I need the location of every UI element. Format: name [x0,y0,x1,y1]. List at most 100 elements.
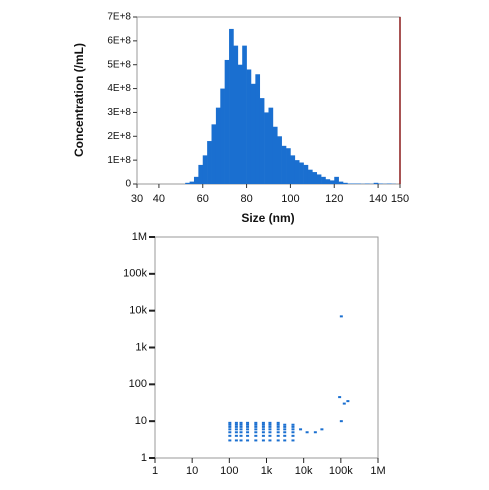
point [268,439,272,442]
y-tick-label: 5E+8 [107,59,131,70]
bar [299,162,304,184]
point [276,421,280,424]
x-tick-label: 1k [261,465,273,477]
bar [290,155,296,184]
point [276,423,280,426]
point [246,423,250,426]
point [246,431,250,434]
point [320,428,324,431]
y-tick-label: 1k [135,341,147,353]
bar [198,164,204,184]
point [228,428,232,431]
bar [185,182,190,184]
y-tick-label: 3E+8 [107,107,131,118]
point [246,428,250,431]
bar [259,98,265,184]
point [261,423,265,426]
x-tick-label: 100k [329,465,353,477]
x-tick-label: 1 [152,465,158,477]
x-tick-label: 40 [153,193,165,205]
bar [242,45,247,184]
point [305,431,309,434]
x-tick-label: 80 [240,193,252,205]
x-tick-label: 10 [186,465,198,477]
point [234,439,238,442]
point [268,421,272,424]
point [283,439,287,442]
point [234,428,238,431]
x-tick-label: 1M [370,465,385,477]
point [339,315,343,318]
point [239,434,243,437]
point [246,421,250,424]
point [261,439,265,442]
x-tick-label: 140 [369,193,387,205]
bar [312,172,318,184]
bar [343,182,348,184]
point [268,425,272,428]
y-tick-label: 100k [123,268,147,280]
bar [325,179,331,184]
point [254,423,258,426]
point [268,431,272,434]
bar [220,88,225,184]
point [228,439,232,442]
point [268,434,272,437]
point [268,428,272,431]
point [246,434,250,437]
point [291,431,295,434]
bar [316,174,322,184]
point [291,439,295,442]
point [346,400,350,403]
bar [189,181,195,184]
y-axis-label: Concentration (/mL) [72,43,86,157]
y-tick-label: 10k [129,305,147,317]
x-axis-label: Size (nm) [241,211,294,225]
point [261,421,265,424]
bar [215,107,221,184]
bar [338,181,344,184]
point [246,439,250,442]
bar [329,180,335,184]
point [291,434,295,437]
y-tick-label: 2E+8 [107,131,131,142]
point [283,425,287,428]
bar [255,74,261,184]
point [254,428,258,431]
bar [281,145,287,184]
x-tick-label: 10k [295,465,313,477]
point [254,421,258,424]
point [254,431,258,434]
y-tick-label: 1M [132,231,147,243]
bar [272,126,278,184]
y-tick-label: 100 [129,378,147,390]
point [228,421,232,424]
x-tick-label: 100 [281,193,299,205]
y-tick-label: 1 [141,452,147,464]
point [276,425,280,428]
point [276,439,280,442]
y-tick-label: 7E+8 [107,12,131,23]
point [228,434,232,437]
bar [250,83,256,184]
point [234,434,238,437]
bar [286,148,291,184]
point [234,423,238,426]
point [234,431,238,434]
point [291,428,295,431]
point [339,420,343,423]
point [276,428,280,431]
bar [373,182,379,184]
bar [207,141,212,184]
y-tick-label: 4E+8 [107,83,131,94]
point [239,431,243,434]
point [291,425,295,428]
point [283,431,287,434]
point [239,425,243,428]
y-tick-label: 1E+8 [107,155,131,166]
point [254,434,258,437]
plot-frame [154,236,379,459]
point [276,434,280,437]
bar [233,45,239,184]
x-tick-label: 30 [131,193,143,205]
